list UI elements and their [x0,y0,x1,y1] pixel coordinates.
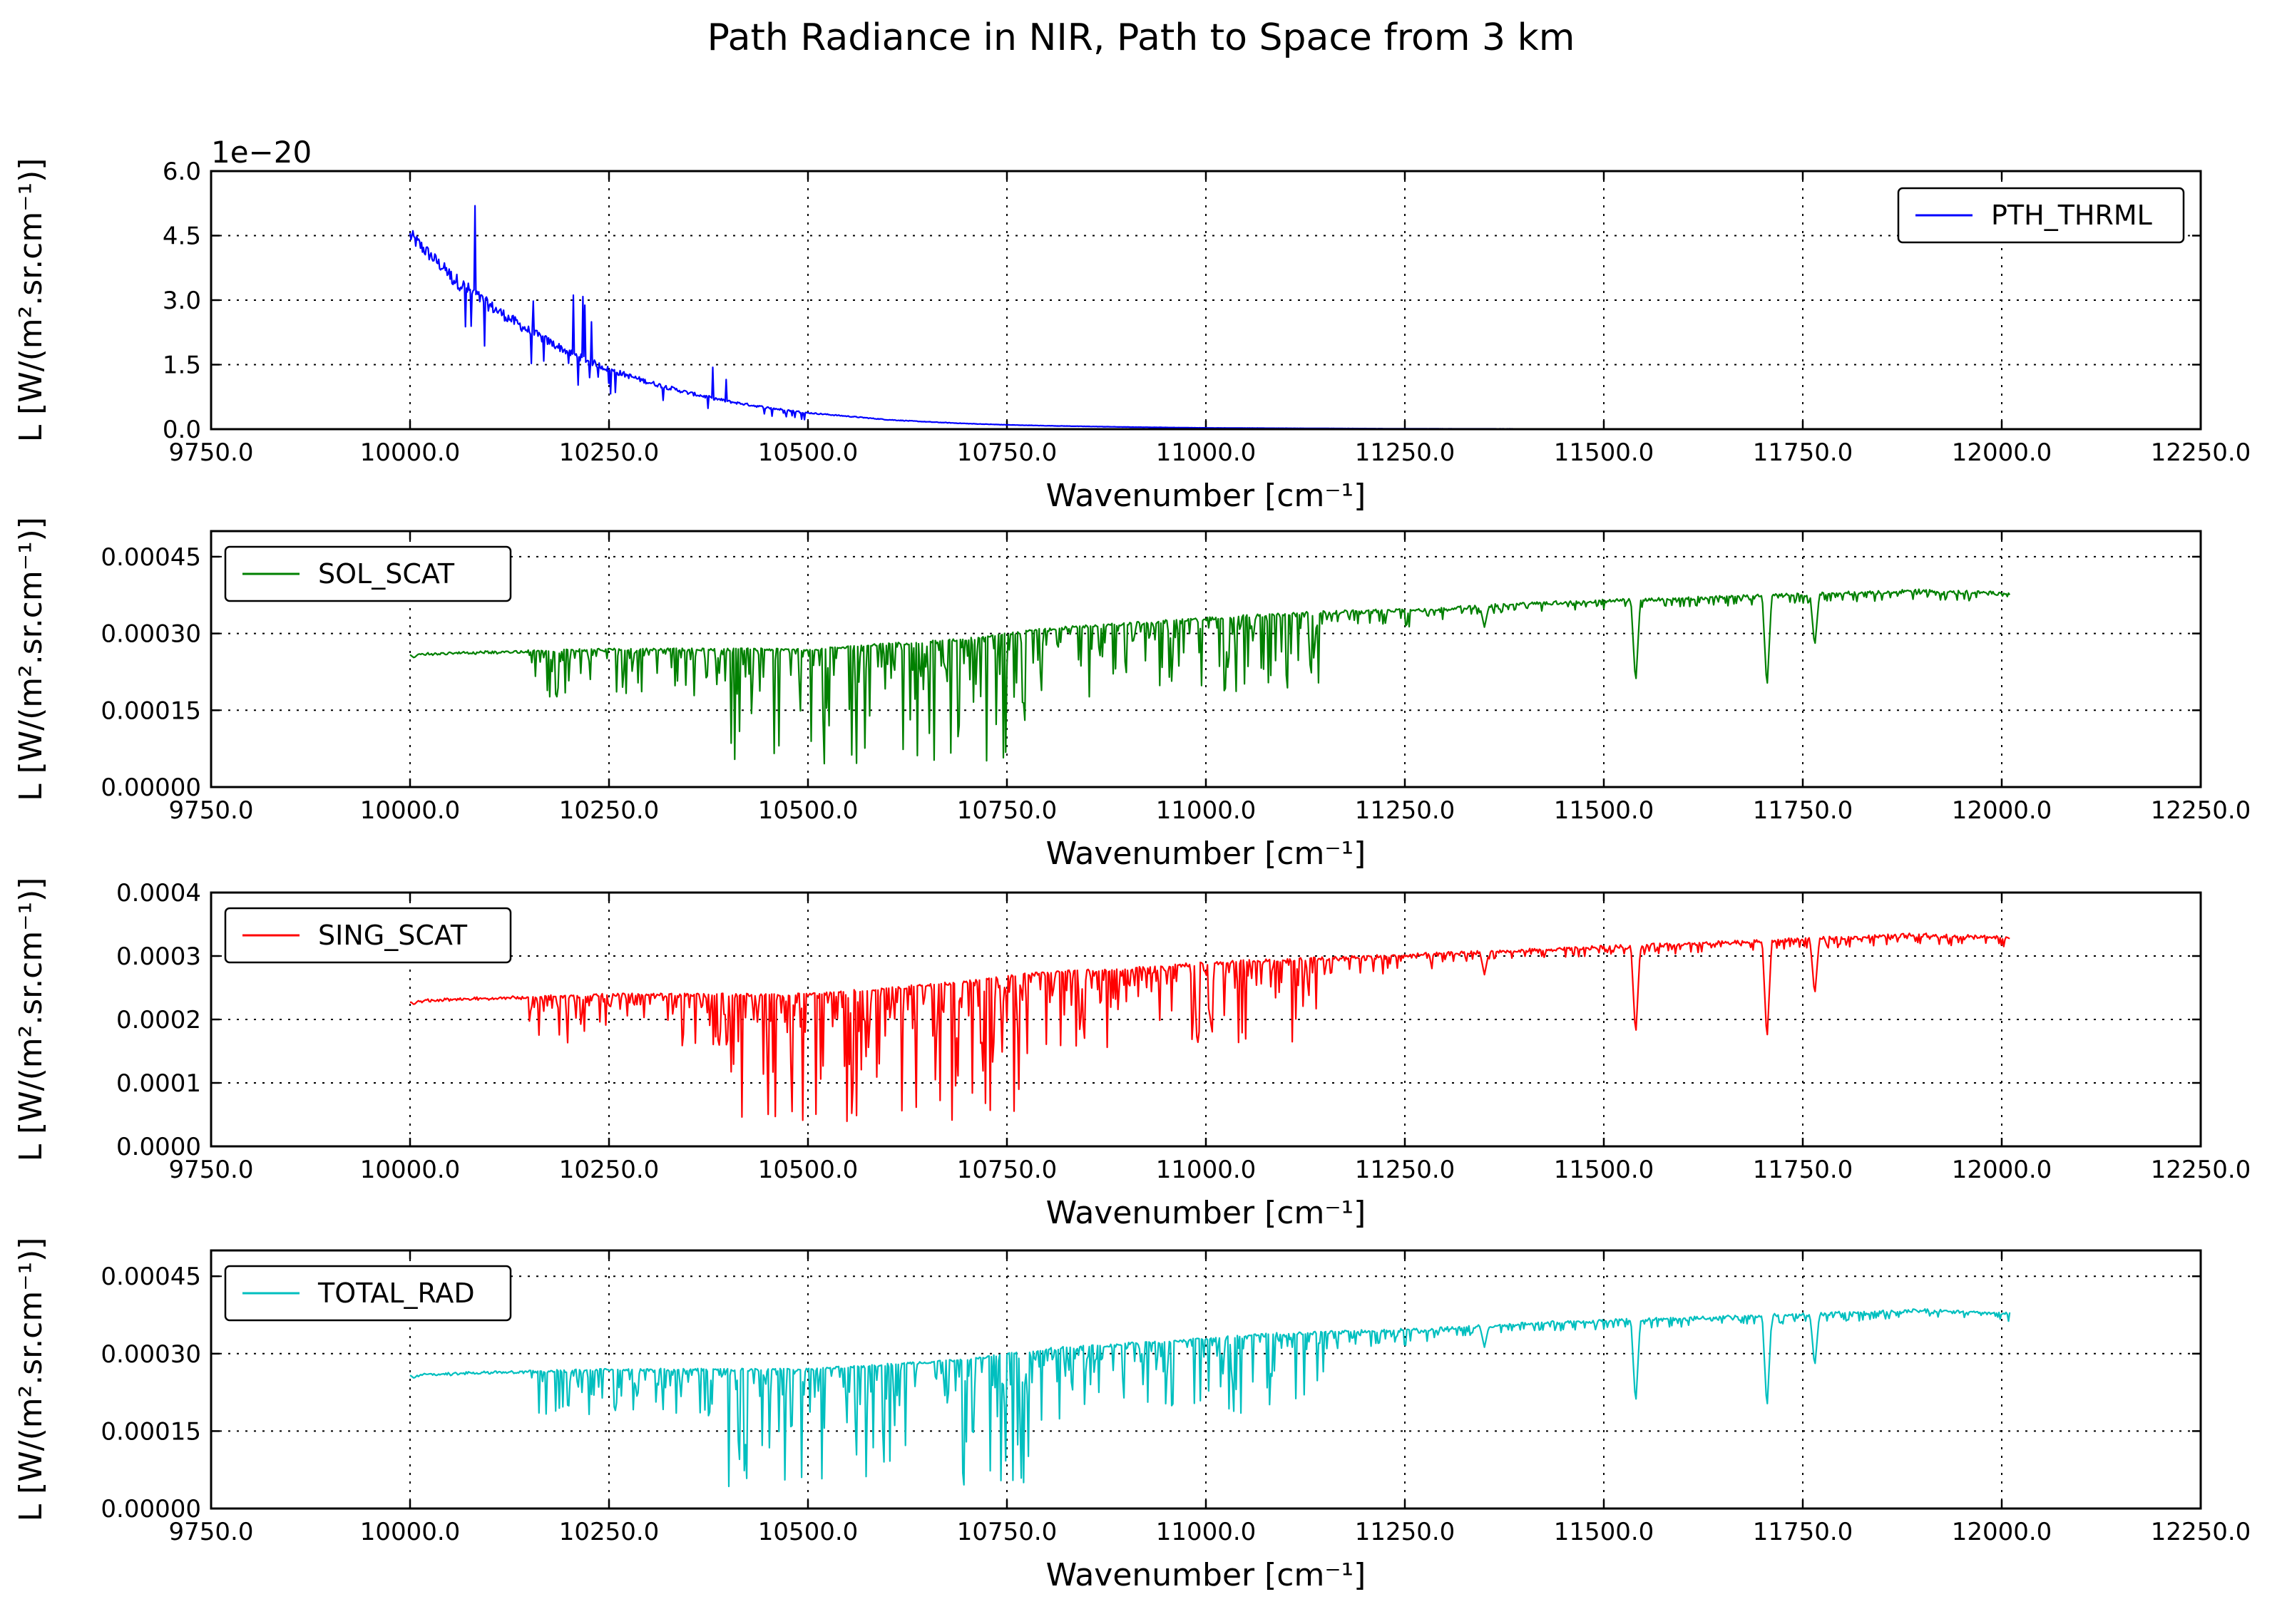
legend-label: SOL_SCAT [318,558,455,590]
y-tick-label: 0.00000 [101,774,201,802]
x-tick-label: 10500.0 [758,1156,859,1184]
x-tick-label: 10000.0 [360,1518,461,1546]
legend: TOTAL_RAD [224,1265,512,1322]
y-tick-label: 0.0002 [116,1006,201,1034]
x-tick-label: 10250.0 [559,438,660,467]
x-tick-label: 10750.0 [957,1518,1058,1546]
x-tick-label: 10500.0 [758,1518,859,1546]
x-tick-label: 11000.0 [1156,1156,1257,1184]
legend-label: SING_SCAT [318,920,468,951]
legend-box [224,1265,512,1322]
y-offset-text: 1e−20 [211,135,312,170]
chart-panel-sing-scat: 9750.0 10000.0 10250.0 10500.0 10750.0 11000.… [13,878,2251,1231]
x-tick-label: 12250.0 [2151,438,2251,467]
legend-label: TOTAL_RAD [317,1278,475,1309]
x-tick-label: 9750.0 [169,796,254,825]
x-tick-label: 12250.0 [2151,796,2251,825]
x-tick-label: 12000.0 [1952,1518,2052,1546]
x-axis-label: Wavenumber [cm⁻¹] [1046,478,1366,514]
y-tick-label: 0.00000 [101,1495,201,1523]
y-tick-label: 0.00015 [101,1417,201,1446]
x-axis-label: Wavenumber [cm⁻¹] [1046,1195,1366,1231]
x-tick-label: 10750.0 [957,796,1058,825]
legend-box [224,545,512,602]
x-tick-label: 10500.0 [758,796,859,825]
x-tick-label: 11250.0 [1355,1156,1455,1184]
y-tick-label: 0.00045 [101,1263,201,1291]
plot-frame [210,891,2202,1148]
series-line-sol_scat [409,588,2011,765]
x-axis-label: Wavenumber [cm⁻¹] [1046,1557,1366,1593]
x-tick-label: 11000.0 [1156,438,1257,467]
x-tick-label: 10750.0 [957,1156,1058,1184]
x-tick-label: 10000.0 [360,796,461,825]
x-tick-label: 10500.0 [758,438,859,467]
series-line-sing_scat [409,932,2010,1123]
y-tick-label: 0.00045 [101,543,201,572]
y-axis-label: L [W/(m².sr.cm⁻¹)] [13,878,49,1162]
series-line-total_rad [409,1307,2011,1488]
x-tick-label: 11750.0 [1753,1518,1853,1546]
figure-title: Path Radiance in NIR, Path to Space from… [707,16,1575,59]
legend: SING_SCAT [224,907,512,964]
x-tick-label: 11250.0 [1355,438,1455,467]
legend-box [1897,187,2185,244]
chart-panel-total-rad: 9750.0 10000.0 10250.0 10500.0 10750.0 11000.… [13,1238,2251,1593]
x-tick-label: 10250.0 [559,1518,660,1546]
y-tick-label: 0.0003 [116,942,201,971]
chart-panel-sol-scat: 9750.0 10000.0 10250.0 10500.0 10750.0 11000.… [13,517,2251,872]
x-tick-label: 11250.0 [1355,796,1455,825]
plot-frame [210,1249,2202,1510]
panels: 9750.0 10000.0 10250.0 10500.0 10750.0 11000.… [13,135,2251,1593]
y-tick-label: 0.0001 [116,1069,201,1098]
x-tick-label: 10250.0 [559,1156,660,1184]
chart-panel-pth-thrml: 9750.0 10000.0 10250.0 10500.0 10750.0 11000.… [13,135,2251,514]
x-tick-label: 12250.0 [2151,1518,2251,1546]
x-tick-label: 11750.0 [1753,438,1853,467]
x-tick-label: 11750.0 [1753,796,1853,825]
x-tick-label: 11500.0 [1554,438,1654,467]
y-axis-label: L [W/(m².sr.cm⁻¹)] [13,1238,49,1522]
x-tick-label: 11000.0 [1156,796,1257,825]
x-tick-label: 10250.0 [559,796,660,825]
x-tick-label: 10000.0 [360,438,461,467]
y-tick-label: 1.5 [163,351,201,380]
x-tick-label: 10750.0 [957,438,1058,467]
x-tick-label: 11000.0 [1156,1518,1257,1546]
legend: PTH_THRML [1897,187,2185,244]
x-tick-label: 11500.0 [1554,1156,1654,1184]
x-tick-label: 11500.0 [1554,796,1654,825]
x-tick-label: 11750.0 [1753,1156,1853,1184]
x-tick-label: 12000.0 [1952,796,2052,825]
x-tick-label: 9750.0 [169,1156,254,1184]
y-tick-label: 6.0 [163,158,201,186]
plot-frame [210,170,2202,431]
x-axis-label: Wavenumber [cm⁻¹] [1046,836,1366,872]
y-tick-label: 0.00030 [101,1340,201,1369]
legend-label: PTH_THRML [1991,200,2152,231]
x-tick-label: 11500.0 [1554,1518,1654,1546]
y-axis-label: L [W/(m².sr.cm⁻¹)] [13,517,49,801]
x-tick-label: 10000.0 [360,1156,461,1184]
legend-box [224,907,512,964]
y-tick-label: 0.0000 [116,1133,201,1161]
y-tick-label: 0.0 [163,416,201,444]
y-tick-label: 3.0 [163,287,201,315]
plot-frame [210,530,2202,788]
x-tick-label: 12000.0 [1952,438,2052,467]
y-tick-label: 4.5 [163,222,201,251]
y-axis-label: L [W/(m².sr.cm⁻¹)] [13,158,49,443]
x-tick-label: 12000.0 [1952,1156,2052,1184]
x-tick-label: 11250.0 [1355,1518,1455,1546]
x-tick-label: 9750.0 [169,438,254,467]
x-tick-label: 12250.0 [2151,1156,2251,1184]
y-tick-label: 0.0004 [116,879,201,908]
legend: SOL_SCAT [224,545,512,602]
y-tick-label: 0.00015 [101,697,201,725]
x-tick-label: 9750.0 [169,1518,254,1546]
y-tick-label: 0.00030 [101,620,201,649]
